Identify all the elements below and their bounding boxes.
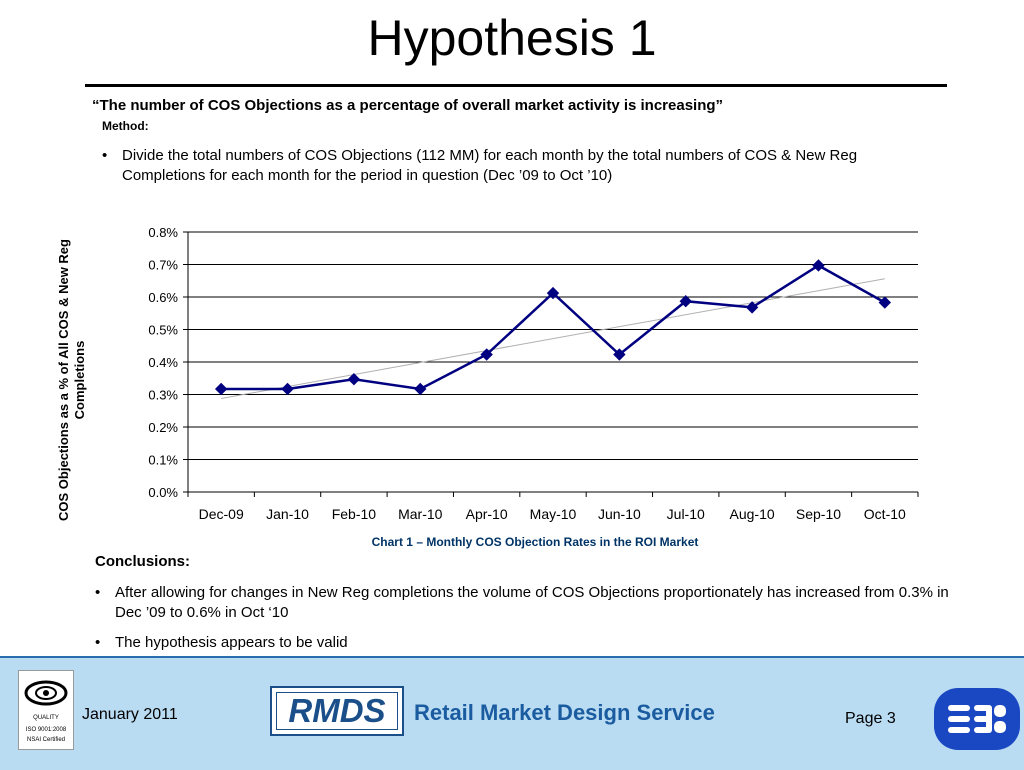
method-bullet: • Divide the total numbers of COS Object… <box>102 146 932 186</box>
data-point-marker <box>745 301 759 314</box>
y-tick-label: 0.6% <box>148 290 178 305</box>
esb-logo-icon <box>948 705 1006 733</box>
x-axis: Dec-09 Jan-10 Feb-10 Mar-10 Apr-10 May-10 Jun-… <box>187 232 919 522</box>
footer-bar: QUALITY ISO 9001:2008 NSAI Certified Jan… <box>0 656 1024 770</box>
page-number: Page 3 <box>845 710 896 727</box>
bullet-marker: • <box>102 147 108 164</box>
data-point-marker <box>281 382 294 396</box>
conclusion-text: After allowing for changes in New Reg co… <box>115 584 949 621</box>
cert-line: QUALITY <box>33 715 59 721</box>
bullet-marker: • <box>95 634 101 651</box>
series-layer <box>214 259 892 396</box>
x-tick-label: Oct-10 <box>864 506 906 522</box>
data-point-marker <box>878 296 892 309</box>
esb-logo <box>934 688 1020 750</box>
cert-line: ISO 9001:2008 <box>25 727 67 733</box>
hypothesis-statement: “The number of COS Objections as a perce… <box>92 97 724 114</box>
y-tick-label: 0.0% <box>148 485 178 500</box>
bullet-marker: • <box>95 584 101 601</box>
rmds-logo: RMDS <box>270 686 404 736</box>
y-tick-label: 0.4% <box>148 355 178 370</box>
quality-eye-icon <box>24 680 68 706</box>
footer-tagline: Retail Market Design Service <box>414 700 715 725</box>
conclusions-heading: Conclusions: <box>95 553 191 570</box>
y-axis-tick-labels: 0.0% 0.1% 0.2% 0.3% 0.4% 0.5% 0.6% 0.7% 0.8% <box>148 225 178 500</box>
data-point-marker <box>347 373 361 386</box>
conclusion-text: The hypothesis appears to be valid <box>115 634 348 651</box>
data-point-marker <box>480 348 493 361</box>
data-point-marker <box>679 295 692 308</box>
trendline-layer <box>221 278 885 399</box>
cert-line: NSAI Certified <box>26 737 65 743</box>
x-tick-label: Jun-10 <box>598 506 641 522</box>
slide-title: Hypothesis 1 <box>367 10 657 66</box>
linear-trendline <box>221 278 885 399</box>
data-point-marker <box>214 382 228 396</box>
rmds-logo-text: RMDS <box>276 692 398 730</box>
method-label: Method: <box>102 119 149 133</box>
x-tick-label: May-10 <box>530 506 577 522</box>
conclusion-item: • The hypothesis appears to be valid <box>95 633 975 653</box>
title-divider <box>85 84 947 87</box>
footer-date: January 2011 <box>82 706 178 723</box>
y-tick-label: 0.3% <box>148 388 178 403</box>
x-tick-label: Feb-10 <box>332 506 377 522</box>
y-tick-label: 0.1% <box>148 453 178 468</box>
iso-certification-logo: QUALITY ISO 9001:2008 NSAI Certified <box>18 670 74 750</box>
data-point-marker <box>613 348 626 361</box>
chart-caption: Chart 1 – Monthly COS Objection Rates in… <box>371 535 699 549</box>
x-tick-label: Apr-10 <box>466 506 508 522</box>
x-tick-label: Aug-10 <box>730 506 775 522</box>
series-line <box>221 264 886 391</box>
data-point-marker <box>414 382 427 396</box>
x-tick-label: Jul-10 <box>667 506 705 522</box>
x-tick-label: Dec-09 <box>199 506 244 522</box>
y-tick-label: 0.7% <box>148 258 178 273</box>
y-tick-label: 0.2% <box>148 420 178 435</box>
y-tick-label: 0.5% <box>148 323 178 338</box>
line-chart: 0.0% 0.1% 0.2% 0.3% 0.4% 0.5% 0.6% 0.7% 0.8% Dec… <box>148 225 919 522</box>
x-tick-label: Jan-10 <box>266 506 309 522</box>
x-tick-label: Mar-10 <box>398 506 443 522</box>
conclusion-item: • After allowing for changes in New Reg … <box>95 583 975 623</box>
data-point-marker <box>812 259 825 272</box>
x-tick-label: Sep-10 <box>796 506 841 522</box>
y-axis-label: COS Objections as a % of All COS & New R… <box>56 239 87 521</box>
method-text: Divide the total numbers of COS Objectio… <box>122 147 858 184</box>
y-tick-label: 0.8% <box>148 225 178 240</box>
data-point-marker <box>546 286 560 300</box>
